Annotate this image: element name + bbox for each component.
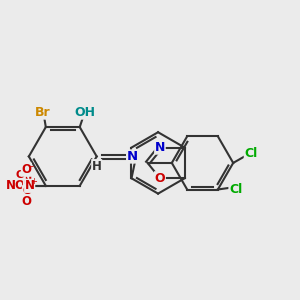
Text: Cl: Cl (229, 183, 242, 196)
Text: Br: Br (35, 106, 50, 119)
Text: OH: OH (74, 106, 95, 119)
Text: O: O (154, 172, 165, 185)
Text: O: O (22, 186, 32, 196)
Text: N: N (155, 141, 165, 154)
Text: N: N (25, 179, 35, 192)
Text: N: N (23, 176, 33, 186)
Text: Cl: Cl (244, 147, 258, 160)
Text: NO₂: NO₂ (6, 179, 31, 192)
Text: O: O (16, 169, 25, 179)
Text: +: + (30, 178, 37, 187)
Text: -: - (29, 161, 33, 172)
Text: O: O (21, 196, 32, 208)
Text: N: N (127, 150, 138, 163)
Text: O: O (21, 163, 32, 176)
Text: H: H (92, 160, 102, 173)
